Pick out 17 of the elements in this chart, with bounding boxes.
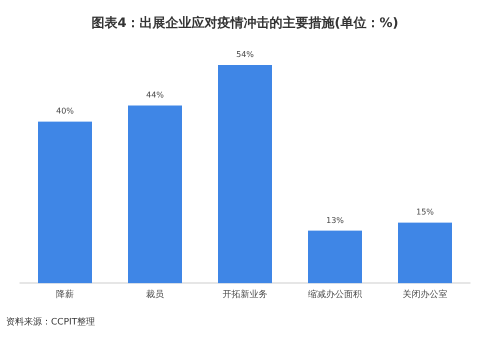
data-label: 13% [326, 216, 344, 225]
text: 资料来源：CCPIT整理 [6, 316, 96, 328]
bar [398, 222, 452, 284]
data-label: 40% [56, 106, 74, 116]
bar [308, 230, 362, 284]
bar [38, 122, 92, 284]
bar [218, 65, 272, 284]
chart-title: 图表4：出展企业应对疫情冲击的主要措施(单位：%) [92, 15, 398, 32]
data-label: 15% [416, 208, 434, 217]
data-label: 54% [236, 50, 254, 60]
bar [128, 105, 182, 284]
x-tick-label: 关闭办公室 [402, 288, 448, 300]
x-tick-label: 降薪 [56, 288, 74, 300]
data-label: 44% [146, 90, 164, 100]
x-tick-label: 缩减办公面积 [308, 288, 362, 300]
x-tick-label: 裁员 [146, 288, 164, 300]
x-tick-label: 开拓新业务 [222, 288, 268, 300]
